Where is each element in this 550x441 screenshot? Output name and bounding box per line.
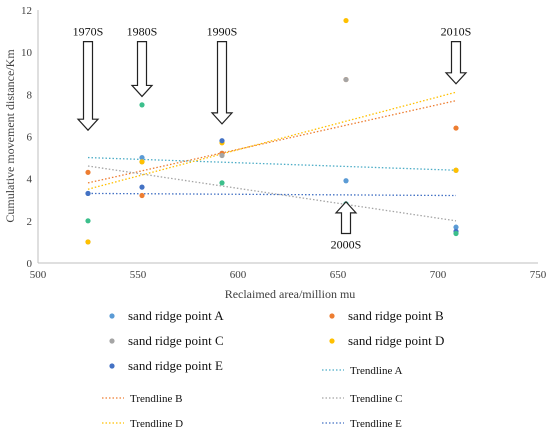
legend-label: Trendline B: [130, 393, 182, 405]
legend-label: sand ridge point C: [128, 333, 224, 348]
trendline: [87, 165, 457, 222]
data-point: [219, 138, 225, 144]
trendline: [87, 91, 457, 190]
data-point: [453, 167, 459, 173]
legend-label: Trendline C: [350, 393, 402, 405]
legend-marker: [329, 338, 335, 344]
x-tick-label: 600: [230, 269, 247, 281]
data-point: [453, 224, 459, 230]
y-tick-label: 12: [21, 5, 32, 17]
legend-marker: [109, 363, 115, 369]
data-point: [343, 76, 349, 83]
y-tick-label: 8: [27, 89, 33, 101]
legend-marker: [329, 313, 335, 319]
y-tick-label: 6: [27, 132, 33, 144]
x-tick-label: 550: [130, 269, 147, 281]
annotation-label: 1980S: [127, 25, 158, 39]
annotation-label: 1990S: [207, 25, 238, 39]
x-tick-label: 650: [330, 269, 347, 281]
annotation-arrow: [130, 41, 154, 98]
annotation-arrow: [334, 200, 358, 235]
legend-label: sand ridge point A: [128, 308, 224, 323]
data-point: [139, 192, 145, 199]
data-point: [139, 102, 145, 108]
data-point: [85, 190, 91, 197]
plot-area: 500 550 600 650 700 750 0 2 4 6 8 10 12 1970S 1980S 199…: [21, 5, 547, 281]
legend-label: sand ridge point E: [128, 358, 223, 373]
data-point: [85, 218, 91, 224]
y-tick-label: 2: [27, 216, 33, 228]
legend-marker: [109, 313, 115, 319]
data-point: [453, 125, 459, 131]
y-tick-label: 4: [27, 174, 33, 186]
data-point: [453, 230, 459, 237]
trendline: [87, 100, 457, 184]
x-tick-label: 500: [30, 269, 47, 281]
data-point: [139, 184, 145, 190]
data-point: [139, 154, 145, 161]
data-point: [85, 239, 91, 245]
y-axis-title: Cumulative movement distance/Km: [3, 49, 17, 223]
annotation-label: 2010S: [441, 25, 472, 39]
x-axis-title: Reclaimed area/million mu: [225, 287, 356, 301]
data-point: [219, 180, 225, 186]
annotation-arrow: [444, 41, 468, 85]
data-point: [343, 17, 349, 24]
legend-label: Trendline A: [350, 365, 403, 377]
x-tick-label: 750: [530, 269, 547, 281]
annotation-label: 1970S: [73, 25, 104, 39]
legend-marker: [109, 338, 115, 344]
legend: sand ridge point A sand ridge point B sand…: [102, 308, 444, 430]
legend-label: Trendline E: [350, 418, 402, 430]
legend-label: sand ridge point B: [348, 308, 444, 323]
data-point: [219, 152, 225, 159]
x-tick-label: 700: [430, 269, 447, 281]
legend-label: Trendline D: [130, 418, 183, 430]
data-point: [85, 169, 91, 175]
data-point: [139, 159, 145, 165]
annotation-arrow: [210, 41, 234, 125]
legend-label: sand ridge point D: [348, 333, 444, 348]
data-point: [343, 178, 349, 184]
y-tick-label: 0: [27, 258, 33, 270]
y-tick-label: 10: [21, 47, 33, 59]
annotation-arrow: [76, 41, 100, 132]
annotation-label: 2000S: [331, 237, 362, 251]
